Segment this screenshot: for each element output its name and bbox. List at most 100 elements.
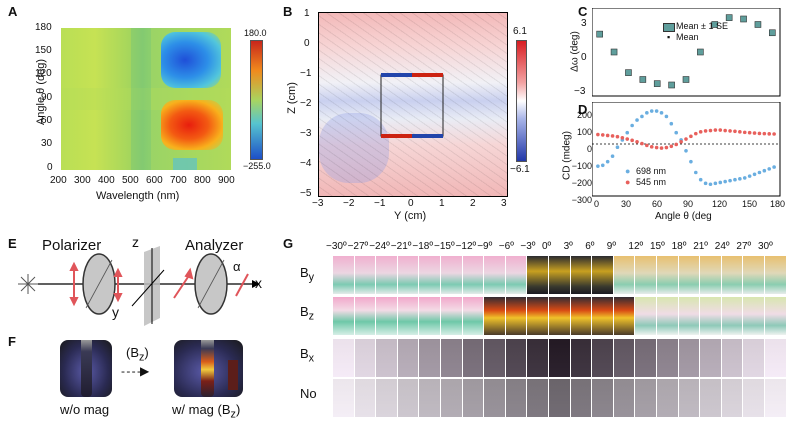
cd-point bbox=[728, 129, 732, 133]
cd-point bbox=[600, 133, 605, 137]
angle-label: −15º bbox=[434, 241, 455, 252]
ytick: −4 bbox=[300, 158, 312, 169]
panel-g-row-label-by: By bbox=[300, 265, 314, 284]
panel-b-box bbox=[380, 73, 444, 138]
ytick: 200 bbox=[576, 110, 592, 120]
panel-c-ylabel: Δω (deg) bbox=[569, 31, 581, 72]
panel-b-field-map bbox=[318, 12, 508, 197]
panel-c-legend-mean: Mean bbox=[676, 32, 699, 42]
photo-cell bbox=[570, 256, 592, 294]
box-point bbox=[769, 29, 776, 37]
cd-point bbox=[767, 167, 772, 171]
photo-cell bbox=[743, 339, 764, 377]
field-close: ) bbox=[144, 345, 149, 360]
ytick: −2 bbox=[300, 98, 312, 109]
panel-a-label: A bbox=[8, 4, 18, 19]
photo-cell bbox=[419, 297, 440, 335]
photo-cell bbox=[657, 256, 678, 294]
panel-g-label: G bbox=[283, 236, 294, 251]
photo-cell bbox=[419, 256, 440, 294]
panel-e-label: E bbox=[8, 236, 17, 251]
cd-point bbox=[742, 176, 747, 180]
panel-b-colorbar bbox=[516, 40, 527, 162]
photo-cell bbox=[700, 339, 721, 377]
xtick: 900 bbox=[218, 175, 235, 186]
cd-point bbox=[615, 134, 620, 139]
photo-cell bbox=[484, 256, 505, 294]
angle-label: 30º bbox=[758, 241, 773, 252]
photo-cell bbox=[505, 297, 527, 335]
with-close: ) bbox=[235, 402, 241, 417]
panel-a-heatmap bbox=[61, 28, 231, 170]
cd-point bbox=[620, 135, 625, 140]
photo-cell bbox=[657, 379, 678, 417]
photo-cell bbox=[613, 256, 635, 294]
photo-cell bbox=[743, 297, 764, 335]
panel-g-angle-labels: −30º −27º −24º −21º −18º −15º −12º −9º −6º −3º 0º 3… bbox=[326, 241, 786, 255]
photo-cell bbox=[462, 379, 484, 417]
photo-cell bbox=[484, 339, 505, 377]
photo-cell bbox=[678, 256, 700, 294]
panel-d-label: D bbox=[578, 102, 588, 117]
cd-point bbox=[596, 132, 600, 137]
legend-698-icon: ● bbox=[625, 166, 631, 176]
angle-label: 6º bbox=[585, 241, 595, 252]
cd-point bbox=[630, 138, 634, 143]
panel-g-photo-grid bbox=[333, 256, 786, 422]
photo-cell bbox=[527, 339, 548, 377]
cd-point bbox=[693, 170, 698, 175]
xtick: 30 bbox=[621, 199, 632, 209]
angle-label: −18º bbox=[412, 241, 434, 252]
panel-c-label: C bbox=[578, 4, 588, 19]
with-text: w/ mag (B bbox=[172, 402, 231, 417]
box-point bbox=[610, 48, 618, 56]
row-main: B bbox=[300, 346, 309, 361]
photo-cell bbox=[721, 339, 743, 377]
xtick: 3 bbox=[501, 198, 507, 209]
ytick: 120 bbox=[35, 68, 52, 79]
photo-cell bbox=[527, 256, 548, 294]
cd-point bbox=[600, 163, 605, 168]
box-point bbox=[596, 30, 603, 38]
row-sub: z bbox=[308, 310, 315, 323]
cd-point bbox=[733, 129, 737, 134]
cd-point bbox=[610, 154, 615, 159]
photo-cell bbox=[678, 339, 700, 377]
ytick: 0 bbox=[581, 52, 587, 63]
photo-without-mag bbox=[60, 340, 112, 397]
xtick: −2 bbox=[343, 198, 355, 209]
panel-c-plot bbox=[592, 8, 781, 97]
photo-cell bbox=[376, 256, 397, 294]
cd-point bbox=[698, 130, 703, 134]
cd-point bbox=[747, 130, 752, 135]
panel-f-field: (Bz) bbox=[126, 345, 149, 364]
ytick: 1 bbox=[304, 8, 310, 19]
cd-point bbox=[659, 146, 664, 150]
angle-label: 21º bbox=[693, 241, 708, 252]
cd-point bbox=[640, 114, 644, 119]
photo-cell bbox=[462, 297, 484, 335]
legend-box-icon bbox=[663, 23, 675, 32]
photo-cell bbox=[354, 256, 376, 294]
cd-point bbox=[596, 164, 600, 168]
cd-point bbox=[669, 121, 674, 126]
xtick: −1 bbox=[374, 198, 386, 209]
panel-a-xlabel: Wavelength (nm) bbox=[96, 190, 180, 202]
photo-cell bbox=[376, 379, 397, 417]
photo-cell bbox=[765, 256, 786, 294]
photo-cell bbox=[462, 339, 484, 377]
cd-point bbox=[757, 170, 762, 175]
xtick: 800 bbox=[194, 175, 211, 186]
panel-d-xlabel: Angle θ (deg bbox=[655, 211, 712, 222]
panel-e-y-axis: y bbox=[112, 304, 119, 320]
cd-point bbox=[610, 134, 615, 138]
panel-e-z-axis: z bbox=[132, 234, 139, 250]
photo-cell bbox=[678, 379, 700, 417]
angle-label: 15º bbox=[650, 241, 665, 252]
ytick: 100 bbox=[576, 127, 592, 137]
photo-cell bbox=[635, 339, 656, 377]
photo-cell bbox=[657, 297, 678, 335]
xtick: 150 bbox=[742, 199, 758, 209]
photo-cell bbox=[700, 256, 721, 294]
ytick: 180 bbox=[35, 22, 52, 33]
